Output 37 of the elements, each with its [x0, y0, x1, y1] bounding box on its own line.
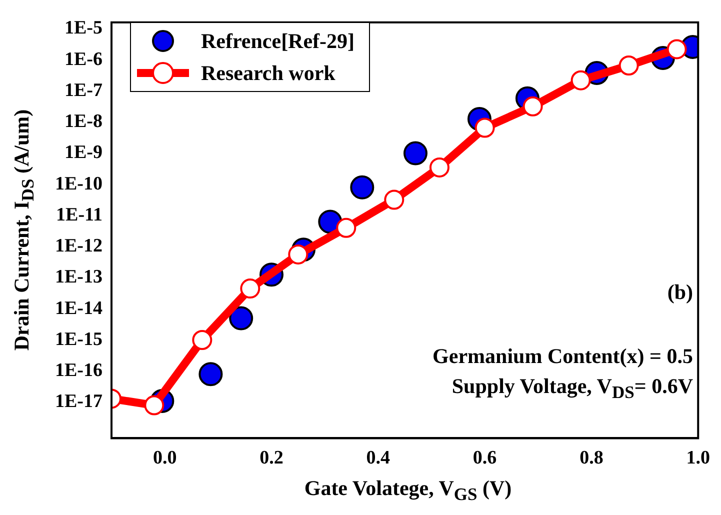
y-tick-label: 1E-14: [55, 298, 103, 319]
legend-label: Research work: [201, 60, 336, 86]
point: [618, 55, 639, 76]
point: [240, 278, 260, 299]
y-tick-label: 1E-15: [55, 328, 102, 350]
point: [198, 362, 223, 386]
y-tick-label: 1E-13: [55, 266, 102, 288]
annotation: (b): [667, 280, 693, 305]
point: [229, 306, 254, 330]
y-tick-label: 1E-8: [64, 111, 102, 132]
point: [336, 218, 356, 238]
y-tick-label: 1E-10: [55, 173, 102, 194]
point: [570, 70, 591, 90]
x-tick-label: 0.8: [580, 448, 604, 469]
annotation: Supply Voltage, V$_{DS}$= 0.6V: [452, 374, 693, 404]
point: [350, 175, 374, 200]
y-tick-label: 1E-11: [56, 204, 102, 226]
x-tick-label: 0.0: [152, 448, 177, 469]
y-tick-label: 1E-16: [55, 360, 102, 382]
y-tick-label: 1E-9: [64, 142, 102, 164]
y-tick-label: 1E-5: [64, 18, 102, 39]
x-axis-title: Gate Volatege, V$_{GS}$ (V): [304, 476, 512, 506]
y-tick-label: 1E-17: [55, 391, 103, 412]
point: [384, 190, 404, 210]
x-tick-label: 1.0: [686, 448, 710, 469]
point: [403, 141, 428, 166]
x-tick-label: 0.6: [472, 448, 497, 469]
legend-label: Refrence[Ref-29]: [201, 28, 355, 54]
x-tick-label: 0.2: [260, 448, 284, 469]
y-tick-label: 1E-6: [64, 48, 102, 70]
x-tick-label: 0.4: [366, 448, 391, 469]
point: [429, 157, 450, 178]
y-tick-label: 1E-12: [55, 236, 102, 257]
point: [192, 330, 212, 350]
y-tick-label: 1E-7: [64, 80, 103, 101]
point: [666, 39, 687, 60]
annotation: Germanium Content(x) = 0.5: [432, 344, 693, 369]
